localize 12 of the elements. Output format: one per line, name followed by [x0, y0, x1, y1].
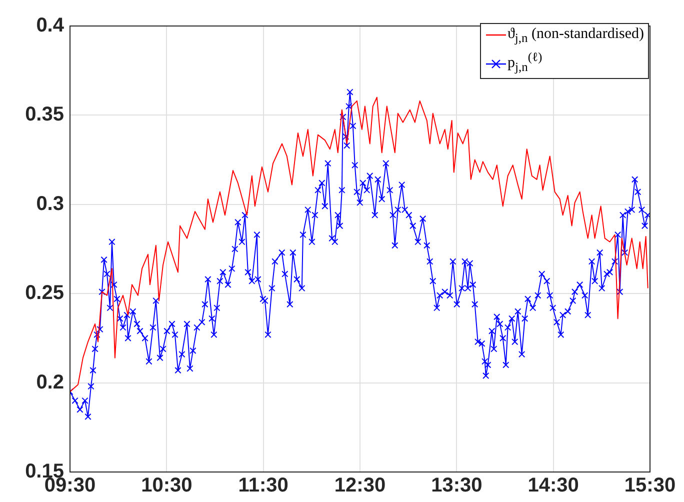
y-tick-label: 0.2 [36, 371, 64, 394]
x-tick-label: 11:30 [238, 474, 288, 497]
y-tick-label: 0.3 [36, 192, 64, 215]
x-tick-label: 14:30 [528, 474, 579, 497]
x-tick-label: 13:30 [431, 474, 482, 497]
legend-label: ϑ$_{j,n}$ (non-standardised) [507, 26, 644, 45]
x-tick-label: 10:30 [141, 474, 192, 497]
y-tick-label: 0.4 [36, 14, 65, 37]
y-tick-label: 0.35 [25, 104, 64, 126]
y-tick-label: 0.25 [25, 282, 64, 304]
x-tick-label: 12:30 [334, 474, 386, 497]
x-tick-label: 15:30 [624, 474, 676, 497]
